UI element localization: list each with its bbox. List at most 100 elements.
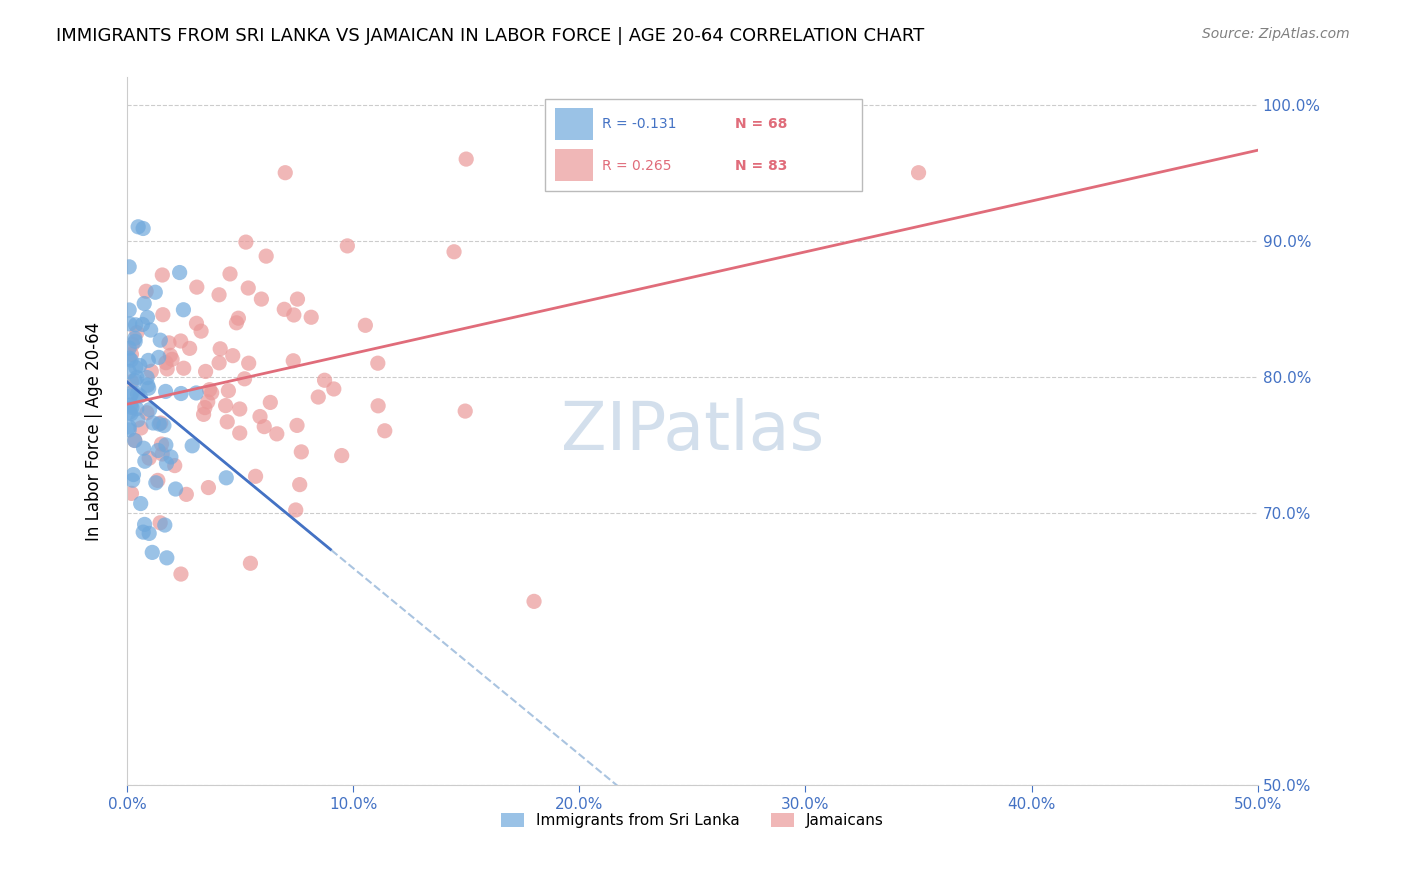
Point xyxy=(229,425,252,440)
Point xyxy=(138,402,160,417)
Point xyxy=(253,419,276,434)
Point xyxy=(129,389,152,403)
Point xyxy=(132,221,155,235)
Point xyxy=(118,351,141,365)
Point xyxy=(190,324,212,338)
Point xyxy=(122,467,145,482)
Point xyxy=(124,318,146,332)
Point xyxy=(120,347,142,361)
Point xyxy=(118,341,141,355)
Point xyxy=(124,434,146,448)
Point xyxy=(155,356,177,370)
Point xyxy=(136,378,159,392)
Point xyxy=(443,244,465,259)
Point xyxy=(146,474,169,488)
Point xyxy=(120,353,142,368)
Point xyxy=(374,424,396,438)
Point xyxy=(120,486,142,500)
Point xyxy=(233,372,256,386)
Point xyxy=(201,385,224,400)
Point xyxy=(148,417,170,431)
Point xyxy=(120,407,142,421)
Point xyxy=(125,370,148,384)
Point xyxy=(165,482,187,496)
Point xyxy=(138,526,160,541)
Point xyxy=(229,402,252,417)
Point xyxy=(454,404,477,418)
Point xyxy=(127,413,149,427)
Point xyxy=(138,353,160,368)
Point xyxy=(169,266,191,280)
Point xyxy=(124,334,146,349)
Point xyxy=(155,457,177,471)
Point xyxy=(172,302,194,317)
Point xyxy=(153,518,176,533)
Point xyxy=(120,398,142,412)
Point xyxy=(225,316,247,330)
Point xyxy=(134,517,156,532)
Point xyxy=(125,401,148,416)
Point xyxy=(149,416,172,430)
Point xyxy=(118,365,141,379)
Point xyxy=(217,384,239,398)
Point xyxy=(149,516,172,530)
Point xyxy=(145,475,167,490)
Point xyxy=(121,337,143,351)
Point xyxy=(120,389,142,403)
Point xyxy=(219,267,242,281)
Point xyxy=(235,235,257,249)
Point xyxy=(155,438,177,452)
Point xyxy=(134,454,156,468)
Point xyxy=(135,406,157,420)
Point xyxy=(159,348,181,362)
Point xyxy=(163,458,186,473)
Point xyxy=(179,342,201,356)
Point xyxy=(143,285,166,300)
Point xyxy=(118,303,141,318)
Point xyxy=(330,449,353,463)
Point xyxy=(322,382,344,396)
Point xyxy=(127,219,149,234)
Point xyxy=(153,418,176,433)
Point xyxy=(157,335,180,350)
Point xyxy=(128,359,150,373)
Point xyxy=(176,487,198,501)
Point xyxy=(125,326,148,340)
Point xyxy=(288,477,311,491)
Legend: Immigrants from Sri Lanka, Jamaicans: Immigrants from Sri Lanka, Jamaicans xyxy=(495,806,890,834)
Point xyxy=(907,166,929,180)
Point xyxy=(239,556,262,570)
Point xyxy=(367,399,389,413)
Point xyxy=(148,351,170,365)
Point xyxy=(160,352,183,367)
Point xyxy=(194,401,217,415)
Point xyxy=(149,333,172,347)
Y-axis label: In Labor Force | Age 20-64: In Labor Force | Age 20-64 xyxy=(86,322,103,541)
Point xyxy=(208,287,231,301)
Text: ZIPatlas: ZIPatlas xyxy=(561,398,824,464)
Point xyxy=(170,386,193,401)
Point xyxy=(186,280,208,294)
Point xyxy=(307,390,329,404)
Point xyxy=(287,292,309,306)
Point xyxy=(118,423,141,437)
Point xyxy=(249,409,271,424)
Point xyxy=(132,441,155,455)
Point xyxy=(131,318,153,332)
Point xyxy=(124,434,146,448)
Point xyxy=(118,420,141,434)
Point xyxy=(259,395,281,409)
Point xyxy=(132,525,155,540)
Point xyxy=(170,334,193,348)
Point xyxy=(141,545,163,559)
Point xyxy=(134,296,156,310)
Point xyxy=(336,239,359,253)
Point xyxy=(136,370,159,384)
Point xyxy=(222,349,245,363)
Point xyxy=(124,374,146,388)
Point xyxy=(274,166,297,180)
Point xyxy=(118,260,141,274)
Point xyxy=(146,443,169,458)
Point xyxy=(155,384,177,399)
Point xyxy=(124,331,146,345)
